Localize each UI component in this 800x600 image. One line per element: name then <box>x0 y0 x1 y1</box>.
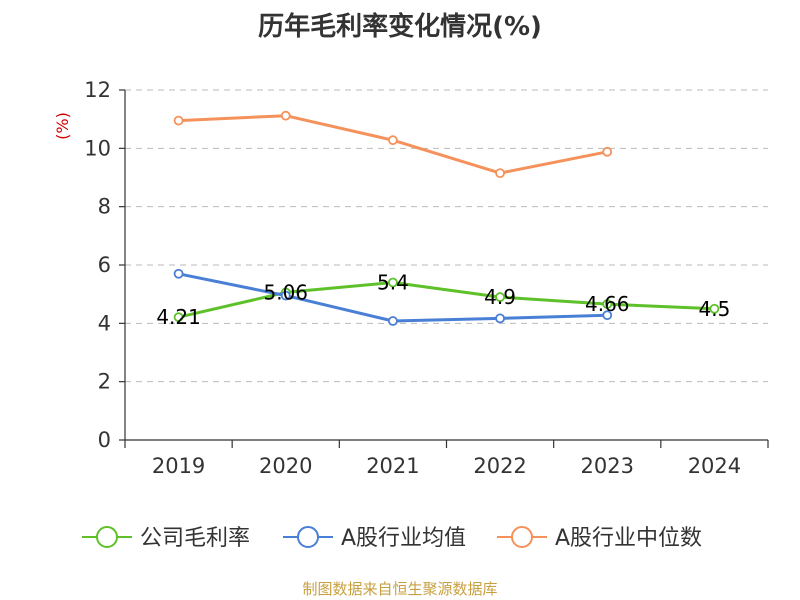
x-tick-label-2021: 2021 <box>366 454 419 478</box>
legend-item-2[interactable]: A股行业中位数 <box>497 526 702 551</box>
series-2-point-2020 <box>280 110 291 121</box>
legend-marker <box>511 526 533 548</box>
data-label-2021: 5.4 <box>377 271 409 295</box>
chart-title: 历年毛利率变化情况(%) <box>258 11 542 42</box>
axis-layer: 0 2 4 6 8 10 12 2019 2020 2021 2022 2023 2024 <box>84 78 769 478</box>
data-label-2020: 5.06 <box>263 280 308 304</box>
series-1-point-2022 <box>495 313 505 324</box>
y-tick-label: 10 <box>84 136 111 160</box>
series-1-point-2021 <box>388 316 398 326</box>
series-1-point-2020 <box>280 290 291 301</box>
series-layer <box>173 110 720 326</box>
data-label-2022: 4.9 <box>484 285 516 309</box>
y-axis-label: (%) <box>53 112 72 140</box>
x-tick-label-2020: 2020 <box>259 454 312 478</box>
legend-marker <box>96 526 118 548</box>
y-tick-label: 0 <box>98 428 111 452</box>
y-tick-label: 2 <box>98 370 111 394</box>
x-tick-label-2022: 2022 <box>473 454 526 478</box>
series-line-0 <box>178 281 715 319</box>
legend-marker <box>297 526 319 548</box>
grid-layer <box>125 89 768 383</box>
data-label-2024: 4.5 <box>699 297 731 321</box>
y-tick-label: 6 <box>98 253 111 277</box>
legend-label: A股行业中位数 <box>555 526 702 551</box>
legend-item-0[interactable]: 公司毛利率 <box>82 526 250 551</box>
legend-label: 公司毛利率 <box>140 526 250 551</box>
x-tick-label-2019: 2019 <box>152 454 205 478</box>
legend-item-1[interactable]: A股行业均值 <box>283 526 466 551</box>
data-label-2019: 4.21 <box>156 305 201 329</box>
series-2-point-2023 <box>602 146 613 157</box>
legend: 公司毛利率 A股行业均值 A股行业中位数 <box>82 526 702 551</box>
series-0-point-2024 <box>709 303 720 314</box>
source-note: 制图数据来自恒生聚源数据库 <box>302 580 497 598</box>
data-label-2023: 4.66 <box>585 292 630 316</box>
legend-label: A股行业均值 <box>341 526 466 551</box>
series-0-point-2019 <box>173 312 184 323</box>
x-tick-label-2024: 2024 <box>688 454 741 478</box>
series-2-point-2022 <box>495 168 505 179</box>
series-0-point-2022 <box>495 292 505 302</box>
y-tick-label: 8 <box>98 195 111 219</box>
y-tick-label: 4 <box>98 311 111 335</box>
series-1-point-2019 <box>173 268 184 279</box>
series-0-point-2023 <box>602 299 613 309</box>
y-tick-label: 12 <box>84 78 111 102</box>
series-2-point-2021 <box>388 135 398 146</box>
data-label-layer: 4.21 5.06 5.4 4.9 4.66 4.5 <box>156 271 730 330</box>
series-2-point-2019 <box>173 115 184 126</box>
x-tick-label-2023: 2023 <box>581 454 634 478</box>
series-0-point-2021 <box>388 277 398 288</box>
series-1-point-2023 <box>602 310 613 321</box>
